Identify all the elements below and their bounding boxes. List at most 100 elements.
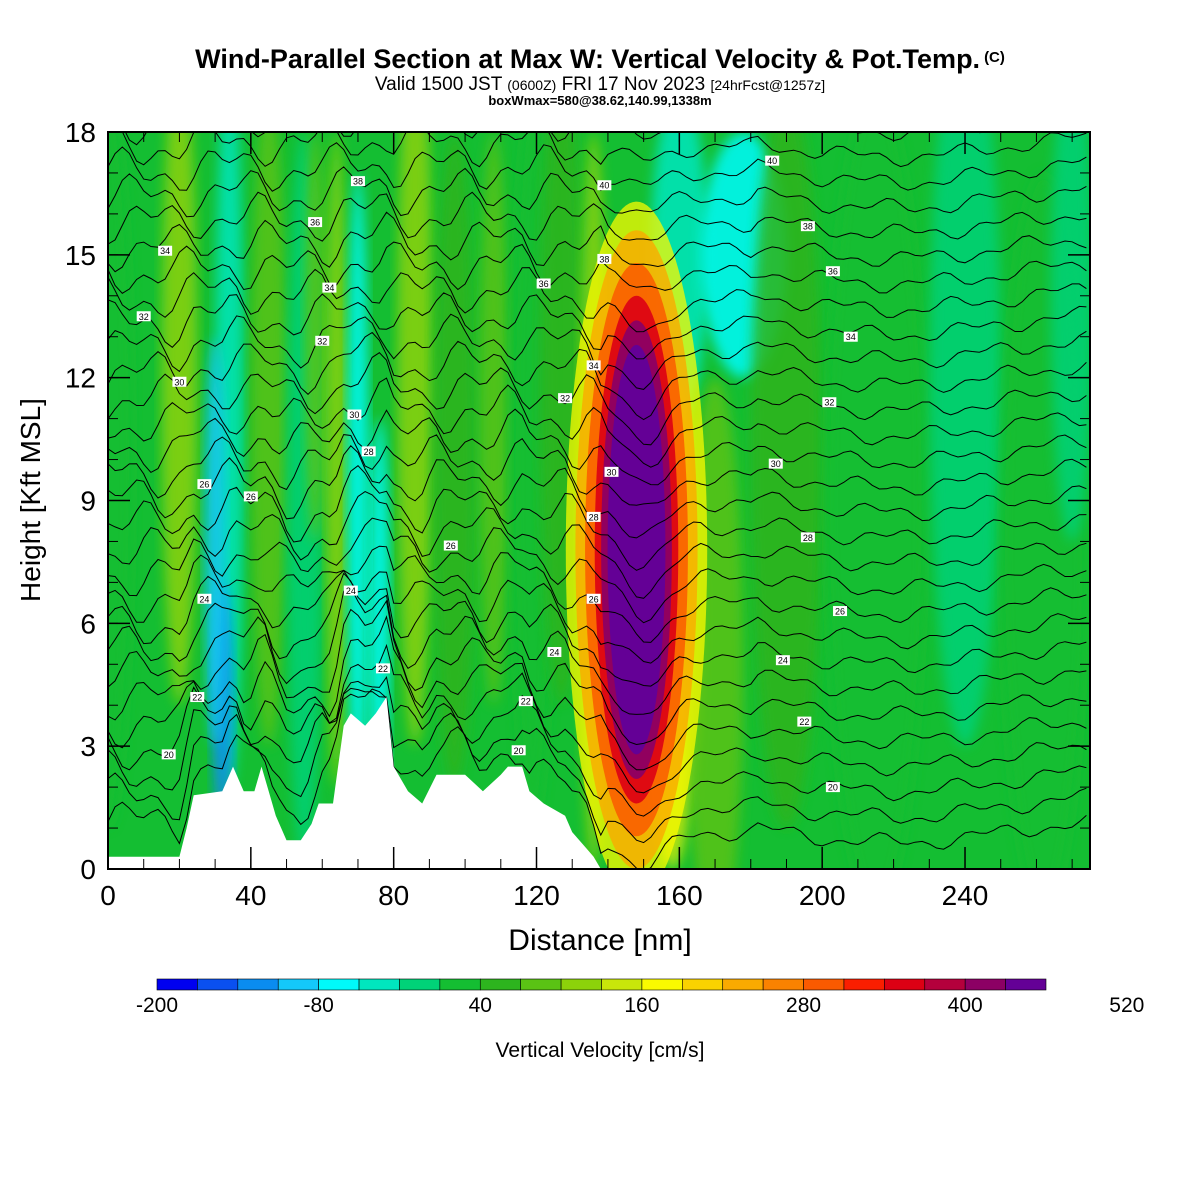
theta-label: 24 [775,655,790,666]
y-tick-label: 18 [65,117,96,148]
x-tick-label: 200 [799,880,846,911]
theta-line [108,166,1087,218]
colorbar-swatch [641,978,683,991]
theta-label: 36 [825,266,840,277]
copyright-mark: (C) [984,49,1005,66]
valid-z: (0600Z) [507,77,557,93]
theta-label: 22 [190,692,205,703]
theta-line [108,267,1087,333]
theta-label: 30 [347,409,362,420]
colorbar-swatch [1005,978,1047,991]
velocity-field [108,132,1090,869]
colorbar-swatch [358,978,400,991]
theta-label: 24 [197,593,212,604]
theta-label: 28 [800,532,815,543]
theta-label-text: 34 [160,246,170,256]
theta-label-text: 26 [446,541,456,551]
theta-line [108,587,1087,715]
theta-label: 30 [604,466,619,477]
theta-label-bg [558,393,573,404]
theta-label-bg [797,716,812,727]
velocity-cell [432,132,476,788]
theta-label-text: 36 [828,267,838,277]
theta-label: 36 [536,278,551,289]
x-axis-label: Distance [nm] [508,924,691,957]
theta-label-bg [536,278,551,289]
theta-line [108,572,1087,687]
x-tick-label: 80 [378,880,409,911]
theta-label: 34 [158,245,173,256]
theta-label-text: 28 [803,533,813,543]
theta-label-bg [197,593,212,604]
theta-label-bg [822,397,837,408]
theta-line [108,69,1086,118]
colorbar-swatch [803,978,845,991]
valid-prefix: Valid 1500 JST [374,74,502,95]
theta-line [108,643,1087,794]
colorbar-swatch [722,978,764,991]
velocity-cell [1050,132,1090,542]
colorbar-swatch [237,978,279,991]
theta-label: 30 [172,376,187,387]
theta-label-bg [172,376,187,387]
theta-label-text: 28 [364,447,374,457]
theta-label-bg [361,446,376,457]
terrain-shape [108,697,1090,869]
theta-label: 24 [343,585,358,596]
theta-label-text: 34 [324,283,334,293]
theta-label-text: 38 [353,177,363,187]
theta-line [108,191,1087,245]
theta-label-text: 36 [539,279,549,289]
colorbar-label: Vertical Velocity [cm/s] [496,1039,705,1062]
theta-line [108,465,1087,571]
theta-label-bg [768,458,783,469]
theta-label-text: 30 [349,410,359,420]
x-tick-label: 0 [100,880,116,911]
theta-line [108,132,1087,168]
theta-label-text: 30 [606,467,616,477]
theta-line [108,377,1087,468]
y-tick-label: 3 [80,731,96,762]
colorbar-swatch [924,978,966,991]
theta-label-bg [825,782,840,793]
theta-line [108,545,1087,643]
colorbar: -200-8040160280400520640 [136,978,1144,1017]
colorbar-swatch [560,978,602,991]
theta-line [108,615,1087,771]
theta-line [108,688,1087,869]
theta-label-bg [511,745,526,756]
valid-date: FRI 17 Nov 2023 [561,74,706,95]
theta-label: 20 [825,782,840,793]
theta-label-text: 32 [139,312,149,322]
theta-label: 24 [547,646,562,657]
theta-label: 38 [597,253,612,264]
velocity-cell [250,132,287,747]
theta-label: 26 [197,479,212,490]
velocity-cell [204,336,226,747]
theta-label-text: 26 [835,607,845,617]
theta-label: 32 [315,335,330,346]
theta-line [108,434,1087,506]
theta-label-bg [765,155,780,166]
theta-label-bg [833,606,848,617]
colorbar-tick-label: 280 [786,994,821,1017]
theta-label-text: 40 [599,181,609,191]
theta-label: 32 [558,393,573,404]
theta-label-bg [158,245,173,256]
theta-label-text: 38 [599,254,609,264]
theta-line [108,687,1087,844]
theta-label: 34 [586,360,601,371]
theta-label-bg [597,253,612,264]
colorbar-swatch [197,978,239,991]
theta-label: 40 [765,155,780,166]
theta-label-bg [308,217,323,228]
theta-label-text: 22 [378,664,388,674]
theta-label: 34 [322,282,337,293]
theta-label-text: 24 [199,594,209,604]
theta-label-text: 24 [549,647,559,657]
theta-label-text: 34 [846,332,856,342]
theta-label: 22 [797,716,812,727]
x-tick-label: 240 [942,880,989,911]
